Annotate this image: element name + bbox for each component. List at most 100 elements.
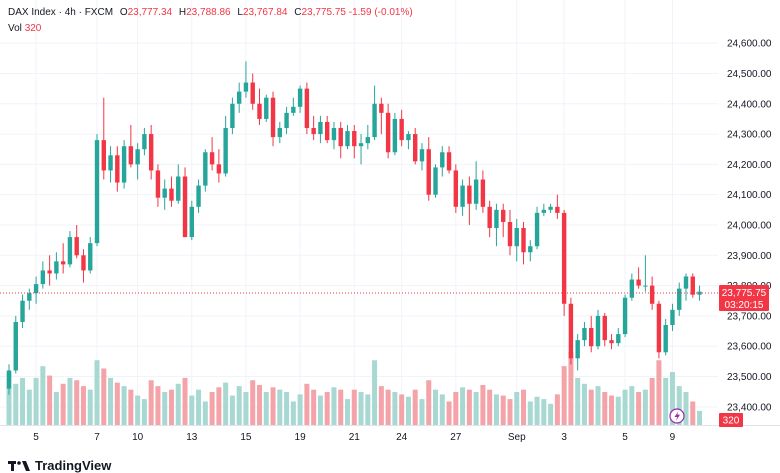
candle-body [385,112,391,153]
candle-body [304,88,310,129]
candle-body [331,128,337,141]
candle-body [392,118,398,153]
symbol-name[interactable]: DAX Index · 4h · FXCM [8,7,114,18]
x-tick-label: 5 [33,432,39,443]
y-tick-label: 24,500.00 [727,69,772,80]
candle-body [636,279,641,286]
volume-bar [636,392,642,425]
price-tag-countdown: 03:20:15 [725,300,764,311]
candle-body [182,176,188,238]
candle-body [467,185,472,204]
tradingview-logo[interactable]: TradingView [8,458,111,473]
volume-row: Vol 320 [8,22,413,36]
volume-bar [548,403,554,425]
volume-bar [493,394,499,425]
volume-bar [284,392,290,425]
x-tick-label: 13 [186,432,198,443]
volume-bar [263,392,269,425]
candle-body [88,243,93,271]
candle-body [291,106,296,113]
candle-body [365,137,371,144]
volume-bar [182,377,188,425]
volume-bar [405,396,411,425]
y-tick-label: 24,300.00 [727,130,772,141]
volume-bar [595,386,601,425]
volume-bar [40,366,46,425]
candle-body [358,143,364,147]
candle-body [548,206,553,210]
candle-body [561,212,567,304]
candle-body [460,185,465,207]
candle-body [541,209,547,213]
candle-body [589,328,594,347]
volume-bar [202,401,208,425]
candle-body [277,128,282,138]
candle-body [345,131,350,147]
candle-body [236,91,242,104]
tradingview-logo-icon [8,460,30,471]
candle-body [582,328,587,341]
volume-bar [602,392,608,425]
candle-body [33,284,39,294]
volume-bar [67,377,73,425]
volume-bar [74,380,80,425]
volume-bar [141,399,147,425]
candle-body [40,270,46,285]
volume-bar [378,386,384,425]
y-tick-label: 24,600.00 [727,39,772,50]
volume-bar [345,399,350,425]
candle-body [629,279,635,298]
volume-bar [114,382,120,425]
ohlc-row: DAX Index · 4h · FXCM O23,777.34 H23,788… [8,6,413,20]
x-tick-label: 9 [670,432,676,443]
volume-bar [223,382,229,425]
volume-bar [642,389,648,425]
volume-bar [324,392,330,425]
volume-bar [446,401,452,425]
candle-body [677,288,682,310]
candle-body [494,209,499,229]
candle-body [250,82,255,104]
volume-bar [466,389,472,425]
x-tick-label: 21 [349,432,361,443]
volume-bar [80,386,86,425]
change-value: -1.59 (-0.01%) [348,7,413,18]
candle-body [643,285,648,287]
candle-body [352,131,357,147]
x-tick-label: Sep [508,432,526,443]
volume-bar [128,389,134,425]
y-tick-label: 24,200.00 [727,160,772,171]
candle-body [683,276,689,289]
candle-body [47,270,52,274]
high-value: 23,788.86 [186,7,231,18]
x-tick-label: 10 [132,432,144,443]
candle-body [20,300,25,322]
volume-value: 320 [24,23,42,34]
candle-body [555,206,560,213]
volume-bar [297,394,303,425]
candle-body [203,152,208,186]
candle-body [74,237,79,256]
volume-bar [575,377,581,425]
candle-body [595,315,601,347]
candle-body [616,334,621,344]
candle-body [148,134,154,171]
volume-bar [26,389,32,425]
candle-body [446,152,452,171]
candle-body [128,146,134,165]
candle-body [284,112,289,129]
close-value: 23,775.75 [301,7,346,18]
candle-body [338,128,343,147]
volume-bar [419,399,425,425]
candle-body [196,185,201,207]
candle-body [94,140,100,244]
volume-bar [33,377,39,425]
volume-bar [277,389,283,425]
candle-body [311,128,316,135]
volume-bar [527,401,533,425]
volume-bar [175,383,181,425]
candle-body [67,237,73,265]
candle-body [101,140,106,171]
candle-body [528,246,533,253]
volume-label: Vol [8,23,22,34]
